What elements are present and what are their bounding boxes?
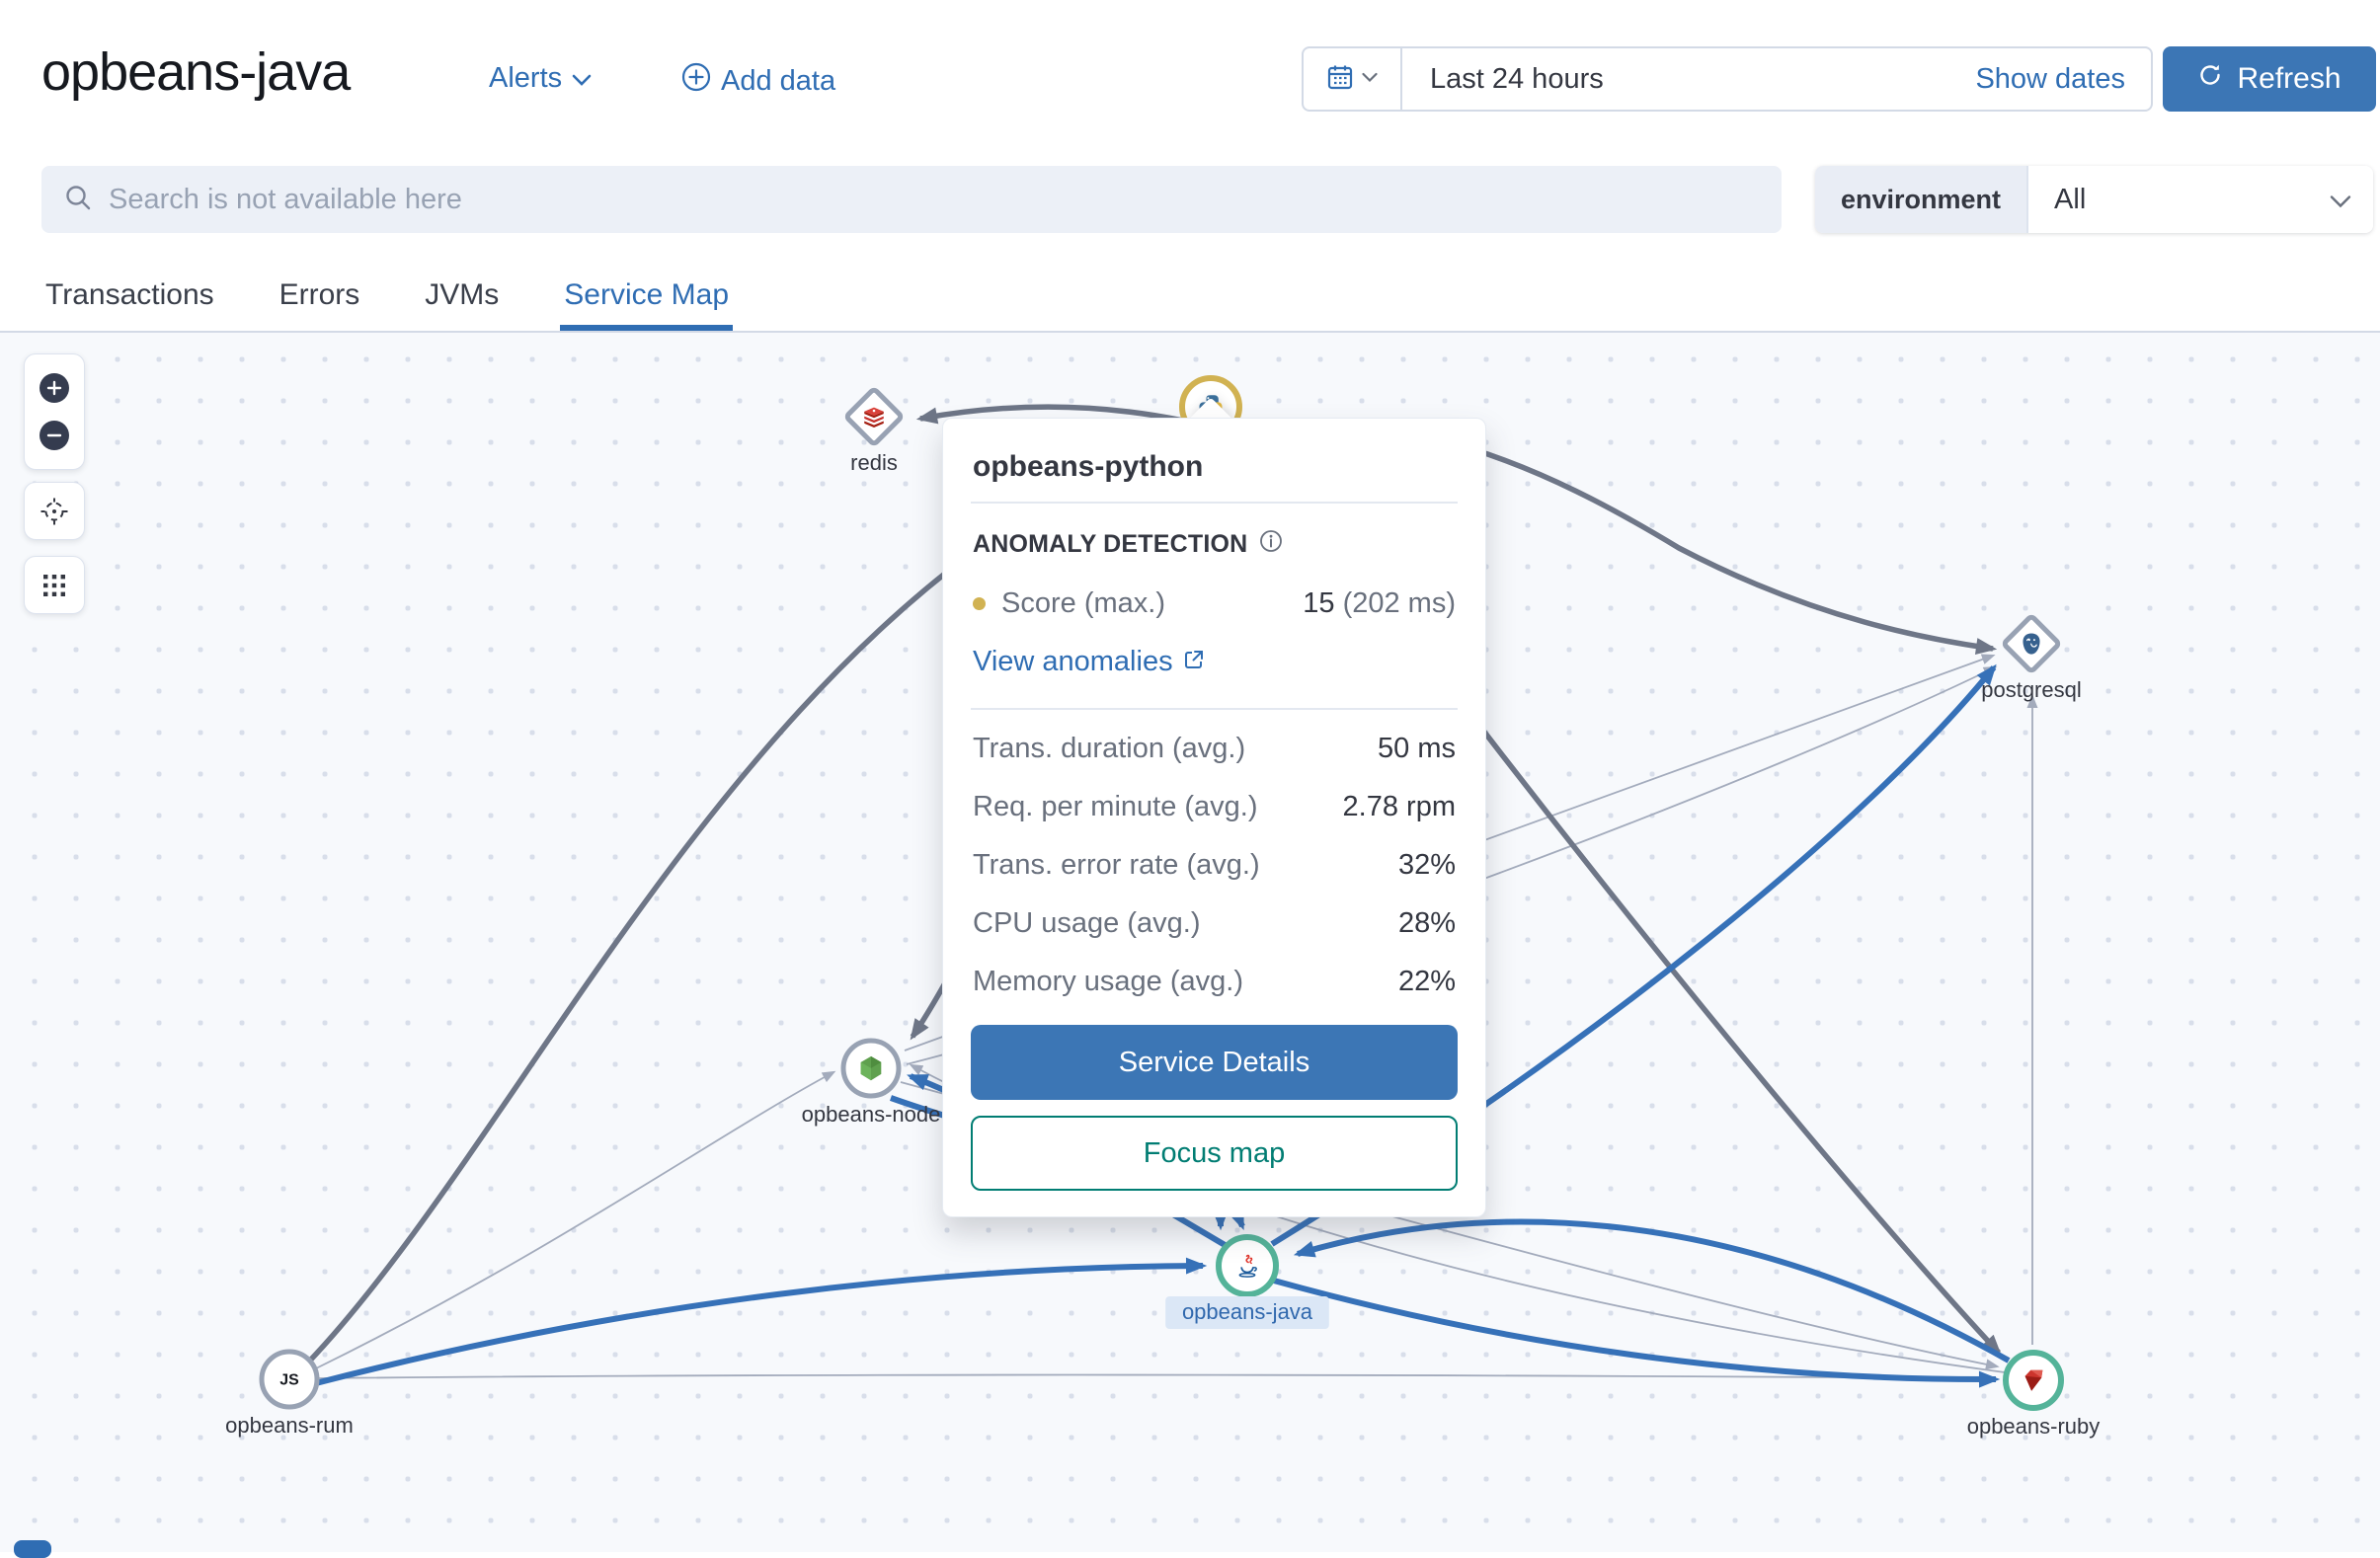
tab-errors[interactable]: Errors	[278, 278, 360, 311]
chevron-down-icon	[2330, 184, 2351, 216]
metric-value: 50 ms	[1378, 733, 1456, 764]
environment-select[interactable]: All	[2028, 166, 2373, 233]
service-metrics: Trans. duration (avg.) 50 ms Req. per minu…	[971, 720, 1458, 1011]
chevron-down-icon	[572, 62, 592, 95]
refresh-icon	[2197, 62, 2223, 96]
metric-label: Memory usage (avg.)	[973, 966, 1243, 997]
metric-label: Req. per minute (avg.)	[973, 791, 1258, 822]
anomaly-severity-dot	[973, 597, 986, 610]
show-dates-button[interactable]: Show dates	[1975, 62, 2125, 95]
zoom-in-button[interactable]	[40, 372, 69, 403]
alerts-menu-button[interactable]: Alerts	[489, 62, 592, 95]
node-label-opbeans-rum: opbeans-rum	[225, 1413, 354, 1438]
node-label-opbeans-java: opbeans-java	[1182, 1299, 1313, 1324]
divider	[971, 502, 1458, 504]
edge-opbeans-rum-to-opbeans-node	[315, 1070, 836, 1369]
add-data-button[interactable]: Add data	[681, 62, 835, 100]
metric-value: 2.78 rpm	[1342, 791, 1456, 822]
anomaly-score-row: Score (max.) 15 (202 ms)	[973, 587, 1456, 620]
score-value: 15 (202 ms)	[1303, 587, 1456, 619]
tab-jvms[interactable]: JVMs	[425, 278, 500, 311]
tab-bar: Transactions Errors JVMs Service Map	[0, 273, 2380, 333]
node-opbeans-rum[interactable]: opbeans-rum	[225, 1349, 354, 1438]
time-picker: Last 24 hours Show dates	[1302, 46, 2153, 112]
focus-map-button[interactable]: Focus map	[971, 1116, 1458, 1191]
time-range-value[interactable]: Last 24 hours	[1430, 62, 1604, 95]
node-label-redis: redis	[850, 450, 898, 475]
edge-opbeans-rum-to-opbeans-java	[311, 1257, 1208, 1387]
search-input[interactable]	[109, 183, 1760, 216]
help-button-partial[interactable]	[14, 1540, 51, 1558]
divider	[971, 708, 1458, 710]
metric-value: 28%	[1397, 907, 1456, 939]
popup-service-name: opbeans-python	[973, 450, 1204, 483]
zoom-controls	[24, 353, 85, 470]
plus-circle-icon	[681, 62, 711, 100]
environment-filter: environment All	[1815, 166, 2373, 233]
node-postgresql[interactable]: postgresql	[1981, 614, 2082, 702]
tab-transactions[interactable]: Transactions	[45, 278, 214, 311]
edge-opbeans-python-to-redis	[915, 404, 1184, 425]
metric-label: Trans. duration (avg.)	[973, 733, 1246, 764]
search-bar	[41, 166, 1782, 233]
alerts-label: Alerts	[489, 62, 563, 94]
legend-control	[24, 556, 85, 614]
service-popup: opbeans-python ANOMALY DETECTION Score (…	[942, 418, 1486, 1217]
metric-value: 22%	[1397, 966, 1456, 997]
date-quick-select-button[interactable]	[1304, 48, 1402, 110]
selected-label-highlight	[1165, 1296, 1329, 1329]
external-link-icon	[1183, 646, 1205, 678]
environment-value: All	[2054, 183, 2087, 215]
metric-row: Req. per minute (avg.) 2.78 rpm	[971, 778, 1458, 836]
js-icon	[279, 1371, 299, 1389]
node-label-opbeans-ruby: opbeans-ruby	[1967, 1414, 2101, 1439]
page-title: opbeans-java	[41, 42, 351, 102]
metric-label: Trans. error rate (avg.)	[973, 849, 1260, 881]
crosshair-icon[interactable]	[40, 497, 69, 526]
grid-icon[interactable]	[41, 573, 67, 598]
edge-opbeans-java-to-opbeans-ruby	[1273, 1278, 2001, 1388]
service-details-button[interactable]: Service Details	[971, 1025, 1458, 1100]
refresh-label: Refresh	[2237, 62, 2341, 95]
environment-filter-label: environment	[1815, 166, 2029, 233]
metric-row: Trans. error rate (avg.) 32%	[971, 836, 1458, 895]
edge-opbeans-ruby-to-opbeans-java	[1293, 1218, 2011, 1363]
metric-value: 32%	[1397, 849, 1456, 881]
info-icon[interactable]	[1259, 529, 1283, 560]
chevron-down-icon	[1362, 70, 1378, 88]
center-map-control	[24, 482, 85, 540]
add-data-label: Add data	[721, 64, 836, 97]
zoom-out-button[interactable]	[40, 421, 69, 451]
view-anomalies-link[interactable]: View anomalies	[973, 646, 1205, 678]
search-icon	[63, 183, 93, 217]
calendar-icon	[1326, 63, 1354, 96]
anomaly-detection-heading: ANOMALY DETECTION	[973, 530, 1248, 558]
node-label-postgresql: postgresql	[1981, 677, 2082, 702]
tab-service-map[interactable]: Service Map	[560, 273, 734, 331]
metric-row: Trans. duration (avg.) 50 ms	[971, 720, 1458, 778]
node-opbeans-java[interactable]: opbeans-java	[1165, 1234, 1329, 1329]
edge-opbeans-rum-to-opbeans-ruby	[317, 1372, 1996, 1384]
metric-label: CPU usage (avg.)	[973, 907, 1201, 939]
metric-row: CPU usage (avg.) 28%	[971, 895, 1458, 953]
node-redis[interactable]: redis	[844, 387, 904, 475]
service-map-canvas[interactable]: redis postgresql opbeans-node opbeans-java o…	[0, 333, 2380, 1558]
node-opbeans-node[interactable]: opbeans-node	[802, 1038, 941, 1127]
node-label-opbeans-node: opbeans-node	[802, 1102, 941, 1127]
node-opbeans-ruby[interactable]: opbeans-ruby	[1967, 1350, 2101, 1439]
metric-row: Memory usage (avg.) 22%	[971, 953, 1458, 1011]
refresh-button[interactable]: Refresh	[2163, 46, 2376, 112]
score-label: Score (max.)	[1001, 587, 1165, 619]
